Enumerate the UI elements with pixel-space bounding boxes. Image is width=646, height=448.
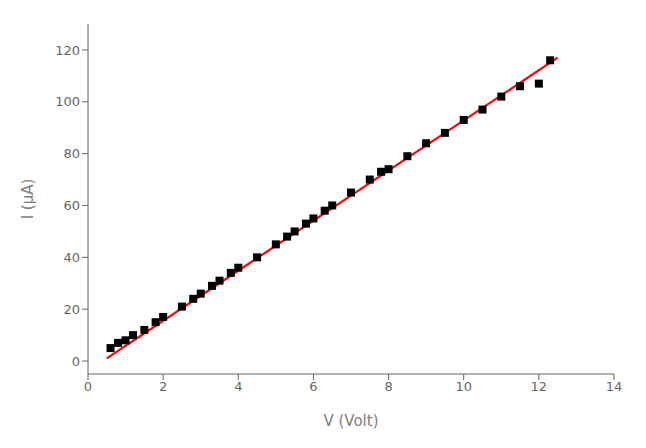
svg-text:40: 40 <box>63 250 80 265</box>
svg-text:0: 0 <box>72 354 80 369</box>
svg-text:120: 120 <box>55 43 80 58</box>
svg-text:I (μA): I (μA) <box>19 179 37 220</box>
svg-text:60: 60 <box>63 198 80 213</box>
svg-text:2: 2 <box>159 379 167 394</box>
svg-text:8: 8 <box>384 379 392 394</box>
svg-text:0: 0 <box>84 379 92 394</box>
svg-text:80: 80 <box>63 146 80 161</box>
svg-text:100: 100 <box>55 94 80 109</box>
svg-text:6: 6 <box>309 379 317 394</box>
svg-text:12: 12 <box>531 379 548 394</box>
svg-text:20: 20 <box>63 302 80 317</box>
svg-text:V (Volt): V (Volt) <box>323 412 378 430</box>
svg-text:4: 4 <box>234 379 242 394</box>
svg-text:10: 10 <box>455 379 472 394</box>
svg-text:14: 14 <box>606 379 623 394</box>
